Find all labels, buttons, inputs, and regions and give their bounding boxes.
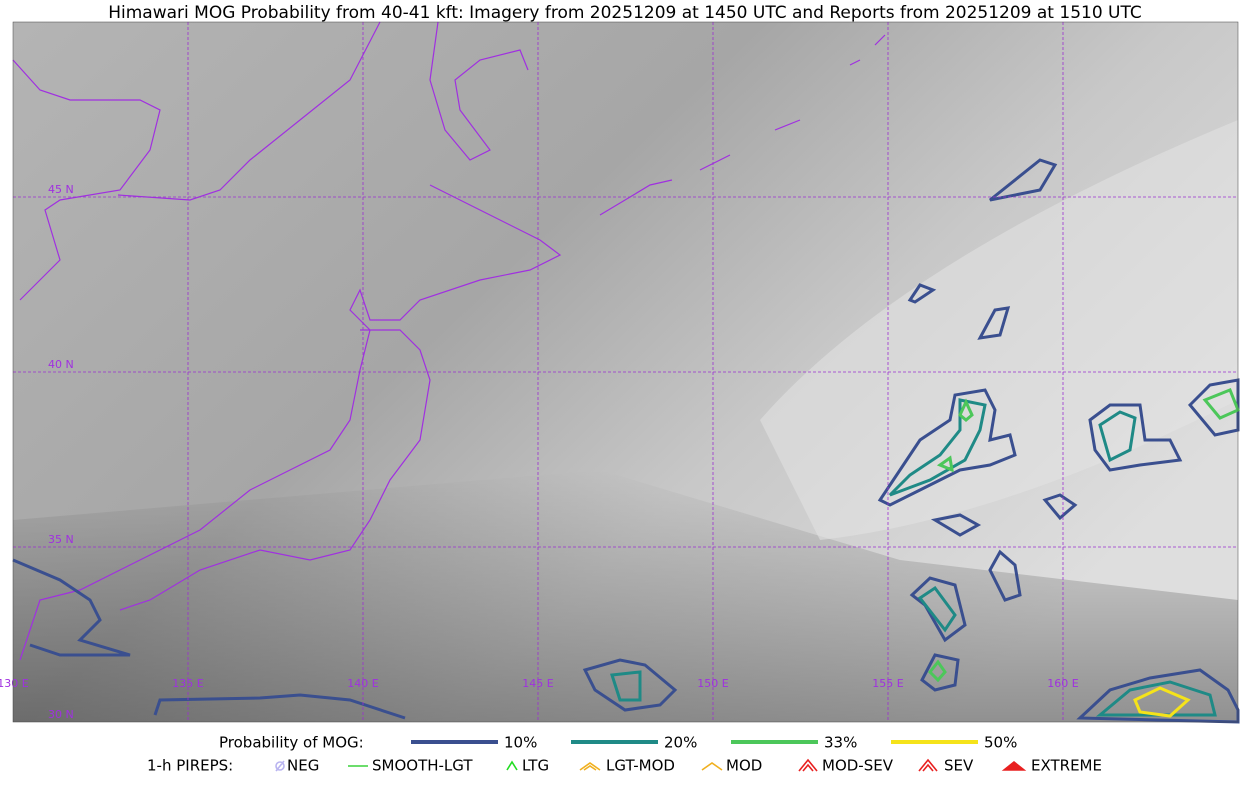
title: Himawari MOG Probability from 40-41 kft:… bbox=[108, 3, 1142, 23]
pireps-legend-label: 1-h PIREPS: bbox=[147, 757, 233, 775]
pirep-label: SEV bbox=[944, 757, 974, 775]
latitude-label: 35 N bbox=[48, 533, 74, 546]
latitude-label: 45 N bbox=[48, 183, 74, 196]
pirep-symbol bbox=[275, 760, 285, 772]
pirep-symbol bbox=[506, 760, 518, 771]
coastlines bbox=[12, 21, 886, 661]
pirep-label: MOD-SEV bbox=[822, 757, 894, 775]
legend: Probability of MOG: 10% 20% 33% 50% 1-h PIREP… bbox=[147, 734, 1102, 775]
legend-label: 33% bbox=[824, 734, 857, 752]
longitude-label: 145 E bbox=[522, 677, 553, 690]
pirep-label: LGT-MOD bbox=[606, 757, 675, 775]
longitude-label: 150 E bbox=[697, 677, 728, 690]
map-frame bbox=[12, 21, 1239, 723]
graticule: 130 E 135 E 140 E 145 E 150 E 155 E 160 E 45 N 4… bbox=[0, 21, 1239, 723]
longitude-label: 155 E bbox=[872, 677, 903, 690]
longitude-label: 135 E bbox=[172, 677, 203, 690]
pirep-symbol bbox=[1001, 760, 1027, 771]
pirep-label: EXTREME bbox=[1031, 757, 1102, 775]
pirep-label: SMOOTH-LGT bbox=[372, 757, 473, 775]
latitude-label: 40 N bbox=[48, 358, 74, 371]
legend-label: 50% bbox=[984, 734, 1017, 752]
pirep-label: LTG bbox=[522, 757, 549, 775]
longitude-label: 130 E bbox=[0, 677, 29, 690]
pirep-symbol bbox=[579, 762, 601, 771]
pirep-symbol bbox=[701, 762, 723, 771]
longitude-label: 140 E bbox=[347, 677, 378, 690]
pirep-label: MOD bbox=[726, 757, 762, 775]
pirep-symbol bbox=[918, 758, 938, 772]
legend-label: 10% bbox=[504, 734, 537, 752]
pirep-symbol bbox=[798, 758, 818, 772]
pirep-label: NEG bbox=[287, 757, 319, 775]
probability-legend-label: Probability of MOG: bbox=[219, 734, 364, 752]
longitude-label: 160 E bbox=[1047, 677, 1078, 690]
legend-label: 20% bbox=[664, 734, 697, 752]
latitude-label: 30 N bbox=[48, 708, 74, 721]
